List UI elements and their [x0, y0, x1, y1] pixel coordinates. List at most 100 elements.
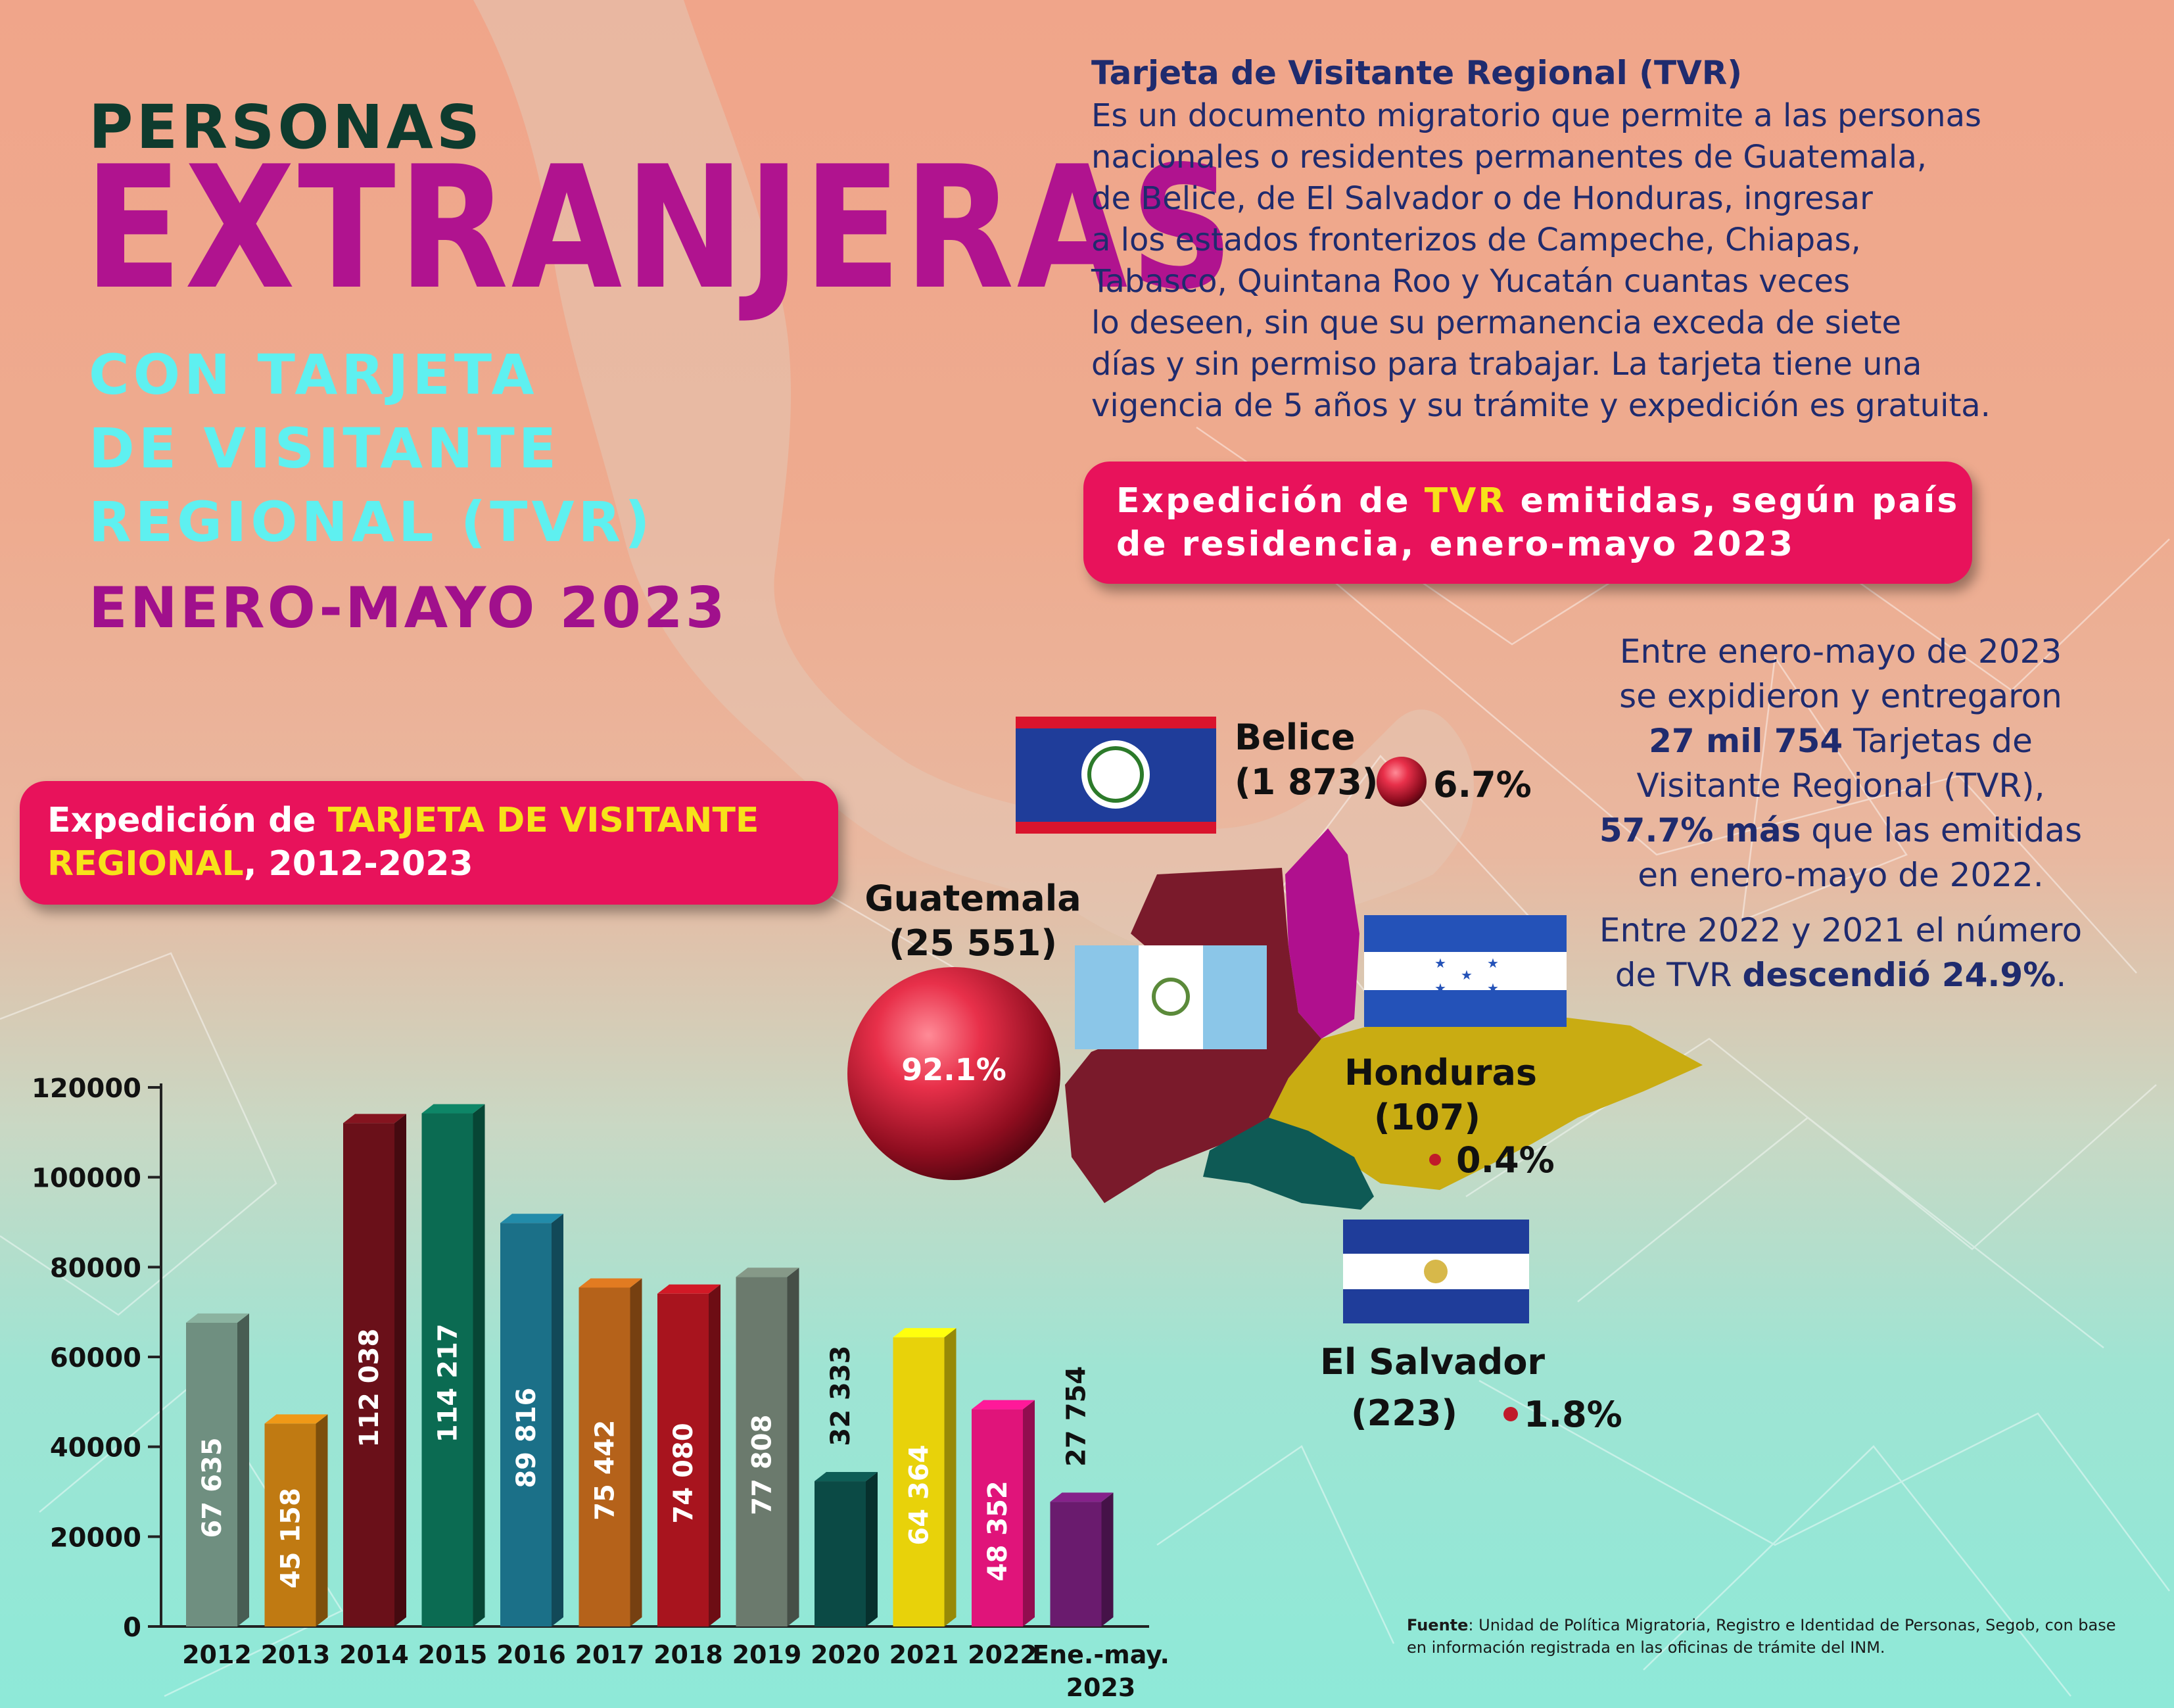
x-tick-label: Ene.-may. — [1032, 1640, 1170, 1669]
bar — [186, 1313, 249, 1626]
bar — [579, 1278, 642, 1626]
bar — [264, 1414, 328, 1626]
title-regional: REGIONAL (TVR) — [89, 490, 654, 554]
bar-value-label: 67 635 — [197, 1437, 227, 1538]
x-tick-label: 2022 — [968, 1640, 1037, 1669]
summary-line: de TVR descendió 24.9%. — [1615, 956, 2067, 994]
x-tick-label: 2017 — [575, 1640, 645, 1669]
y-tick-label: 0 — [123, 1613, 141, 1643]
belice-flag — [1016, 717, 1216, 834]
map-label-line2: de residencia, enero-mayo 2023 — [1116, 525, 1795, 564]
source-note: Fuente: Unidad de Política Migratoria, R… — [1407, 1614, 2116, 1659]
x-tick-label: 2020 — [811, 1640, 880, 1669]
bar-value-label: 77 808 — [747, 1415, 778, 1515]
bar-value-label: 112 038 — [354, 1329, 385, 1448]
y-tick-label: 100000 — [32, 1164, 141, 1194]
x-tick-label: 2019 — [732, 1640, 802, 1669]
summary-line: Visitante Regional (TVR), — [1636, 767, 2045, 805]
x-tick-label: 2013 — [261, 1640, 331, 1669]
guatemala-pct: 92.1% — [901, 1052, 1006, 1087]
bar-value-label: 74 080 — [669, 1423, 699, 1523]
bar-value-label: 45 158 — [276, 1488, 306, 1588]
map-label-suffix: emitidas, según país — [1506, 481, 1960, 521]
bar — [736, 1268, 799, 1626]
info-line: a los estados fronterizos de Campeche, C… — [1091, 222, 1861, 258]
bar — [893, 1328, 957, 1626]
x-tick-label: 2012 — [182, 1640, 252, 1669]
x-tick-label: 2018 — [653, 1640, 723, 1669]
belice-name: Belice — [1235, 717, 1356, 758]
x-labels: 2012 2013 2014 2015 2016 2017 2018 2019 2020 2021… — [182, 1640, 1170, 1702]
info-line: Es un documento migratorio que permite a… — [1091, 97, 1982, 134]
el-salvador-name: El Salvador — [1320, 1341, 1546, 1383]
title-extranjeras: EXTRANJERAS — [84, 130, 1237, 327]
honduras-map — [1269, 1012, 1703, 1190]
x-tick-label: 2023 — [1066, 1673, 1136, 1702]
title-de-visitante: DE VISITANTE — [89, 416, 561, 481]
guatemala-count: (25 551) — [888, 922, 1058, 964]
honduras-name: Honduras — [1344, 1052, 1538, 1093]
map-section-label: Expedición de TVR emitidas, según país d… — [1083, 462, 1972, 584]
guatemala-name: Guatemala — [864, 878, 1081, 919]
source-line2: en información registrada en las oficina… — [1407, 1638, 1885, 1657]
belice-count: (1 873) — [1235, 761, 1379, 803]
info-heading: Tarjeta de Visitante Regional (TVR) — [1091, 54, 1743, 92]
summary-line: se expidieron y entregaron — [1619, 677, 2062, 715]
chart-label-prefix: Expedición de — [47, 801, 328, 840]
y-tick-label: 80000 — [50, 1253, 141, 1283]
bar — [657, 1284, 721, 1626]
x-tick-label: 2021 — [889, 1640, 959, 1669]
y-tick-label: 20000 — [50, 1523, 141, 1553]
x-tick-label: 2014 — [339, 1640, 409, 1669]
info-line: días y sin permiso para trabajar. La tar… — [1091, 346, 1922, 383]
svg-text:★: ★ — [1487, 955, 1499, 971]
map-label-highlight: TVR — [1424, 481, 1507, 521]
bar — [421, 1104, 485, 1626]
bar-value-label: 75 442 — [590, 1420, 621, 1521]
bar — [500, 1214, 563, 1626]
el-salvador-dot — [1503, 1407, 1518, 1421]
svg-text:★: ★ — [1461, 967, 1473, 983]
chart-label-suffix: , 2012-2023 — [243, 844, 473, 884]
bar — [972, 1400, 1035, 1626]
summary-line: Entre 2022 y 2021 el número — [1599, 911, 2083, 949]
bar-value-label: 32 333 — [826, 1346, 856, 1446]
bar-value-label: 89 816 — [511, 1388, 542, 1488]
source-line1: : Unidad de Política Migratoria, Registr… — [1468, 1616, 2116, 1634]
y-ticks: 0 20000 40000 60000 80000 100000 120000 — [32, 1074, 161, 1643]
y-tick-label: 60000 — [50, 1343, 141, 1373]
el-salvador-map — [1203, 1118, 1374, 1210]
info-line: vigencia de 5 años y su trámite y expedi… — [1091, 387, 1991, 424]
el-salvador-pct: 1.8% — [1524, 1394, 1622, 1435]
y-tick-label: 40000 — [50, 1433, 141, 1463]
chart-section-label: Expedición de TARJETA DE VISITANTE REGIO… — [20, 781, 838, 905]
title-con-tarjeta: CON TARJETA — [89, 343, 538, 407]
bar — [815, 1472, 878, 1626]
guatemala-sphere — [847, 967, 1060, 1180]
chart-label-highlight2: REGIONAL — [47, 844, 244, 884]
bar-value-label: 48 352 — [983, 1481, 1013, 1581]
x-tick-label: 2015 — [418, 1640, 488, 1669]
map-silhouette — [473, 0, 1474, 955]
x-tick-label: 2016 — [496, 1640, 566, 1669]
info-line: de Belice, de El Salvador o de Honduras,… — [1091, 180, 1873, 217]
svg-text:★: ★ — [1487, 980, 1499, 996]
honduras-dot — [1429, 1154, 1441, 1166]
bar-value-label: 114 217 — [433, 1323, 463, 1442]
title-personas: PERSONAS — [89, 92, 484, 162]
bar — [1050, 1492, 1114, 1626]
bars: 67 635 45 158 112 038 114 217 89 816 75 442 74… — [186, 1104, 1114, 1626]
honduras-flag: ★ ★ ★ ★ ★ — [1364, 915, 1567, 1027]
summary-line: Entre enero-mayo de 2023 — [1619, 632, 2062, 671]
bar — [343, 1114, 406, 1626]
belice-map — [1285, 828, 1359, 1039]
svg-text:★: ★ — [1434, 955, 1446, 971]
belice-pct: 6.7% — [1433, 764, 1532, 805]
belice-sphere — [1377, 757, 1427, 807]
chart-label-highlight1: TARJETA DE VISITANTE — [327, 801, 759, 840]
map-label-prefix: Expedición de — [1116, 481, 1425, 521]
svg-text:★: ★ — [1434, 980, 1446, 996]
